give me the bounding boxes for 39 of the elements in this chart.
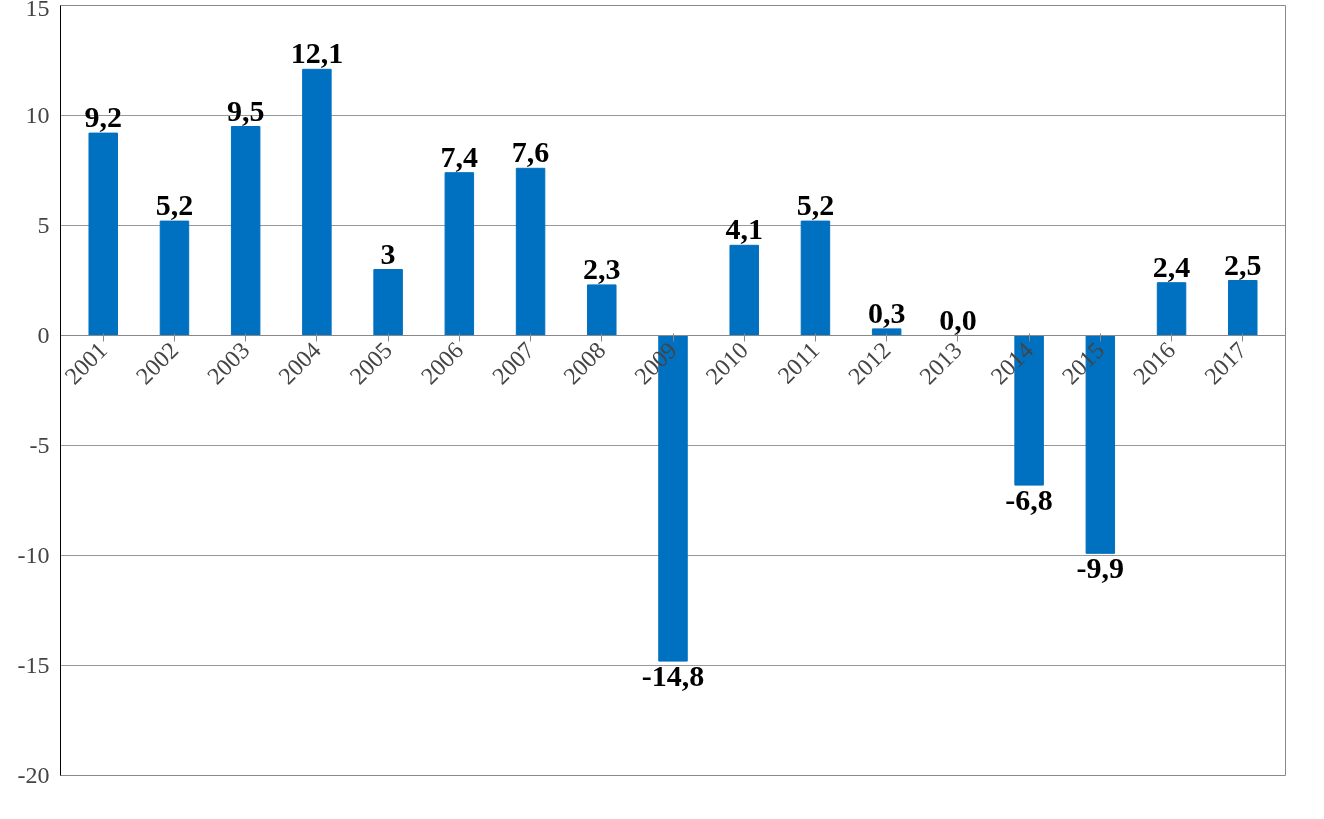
y-tick-label: -10 <box>17 542 50 568</box>
bar <box>1156 282 1187 336</box>
data-label: -9,9 <box>1076 551 1125 585</box>
bar <box>1228 280 1258 336</box>
data-label: 9,2 <box>84 100 122 134</box>
data-label: 2,4 <box>1152 249 1191 283</box>
y-tick-label: 0 <box>37 322 50 348</box>
bar <box>159 220 190 336</box>
data-label: 2,5 <box>1224 247 1262 281</box>
data-label: -6,8 <box>1005 483 1053 517</box>
data-label: 12,1 <box>290 36 344 70</box>
bar <box>373 269 403 336</box>
data-label: 0,0 <box>939 302 977 336</box>
bar <box>729 244 759 336</box>
data-label: 3 <box>380 236 396 270</box>
data-label: 0,3 <box>867 295 906 329</box>
bar <box>587 284 617 336</box>
y-tick-label: 10 <box>25 102 50 128</box>
bar <box>871 328 902 336</box>
bar <box>515 167 546 336</box>
y-tick-label: 5 <box>37 212 50 238</box>
data-label: -14,8 <box>641 659 705 693</box>
bar <box>800 220 831 336</box>
data-label: 5,2 <box>796 188 835 222</box>
data-label: 7,6 <box>511 135 550 169</box>
bar <box>230 126 261 336</box>
x-tick-label: 2011 <box>772 336 825 389</box>
y-tick-label: -20 <box>17 762 50 788</box>
data-label: 4,1 <box>725 212 763 246</box>
bar <box>88 132 118 336</box>
y-tick-label: -15 <box>17 652 50 678</box>
data-label: 7,4 <box>440 139 479 173</box>
data-label: 2,3 <box>583 251 621 285</box>
data-label: 5,2 <box>155 188 194 222</box>
bar <box>302 68 332 336</box>
bar <box>444 172 475 336</box>
y-tick-label: 15 <box>25 0 50 21</box>
data-label: 9,5 <box>226 93 265 127</box>
y-tick-label: -5 <box>29 432 50 458</box>
